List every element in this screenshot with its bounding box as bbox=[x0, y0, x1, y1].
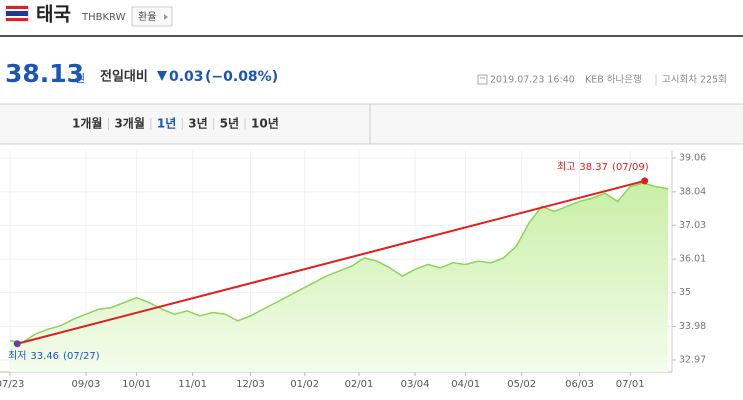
price-unit: 원 bbox=[75, 72, 85, 85]
x-tick-label: 01/02 bbox=[290, 379, 319, 390]
clock-icon bbox=[477, 74, 488, 85]
y-tick-label: 36.01 bbox=[679, 254, 706, 265]
x-tick-label: 05/02 bbox=[507, 379, 536, 390]
high-annotation: 최고 38.37 (07/09) bbox=[557, 161, 649, 173]
x-tick-label: 09/03 bbox=[72, 379, 101, 390]
y-tick-label: 37.03 bbox=[679, 220, 706, 231]
period-tab[interactable]: 3년 bbox=[188, 117, 207, 131]
period-tab[interactable]: 10년 bbox=[251, 117, 279, 131]
change: 0.03 bbox=[169, 69, 204, 85]
low-annotation: 최저 33.46 (07/27) bbox=[8, 350, 100, 362]
quote-source: KEB 하나은행 bbox=[585, 74, 642, 86]
quote-time: 2019.07.23 16:40 bbox=[490, 75, 575, 86]
quote-round: 고시회차 225회 bbox=[662, 74, 727, 86]
trend-line bbox=[16, 179, 645, 345]
x-tick-label: 10/01 bbox=[122, 379, 151, 390]
y-tick-label: 33.98 bbox=[679, 321, 706, 332]
high-point bbox=[641, 177, 649, 185]
x-tick-label: 02/01 bbox=[345, 379, 374, 390]
high-value: 38.37 bbox=[579, 162, 608, 173]
code: THBKRW bbox=[81, 12, 126, 23]
change-pct: (−0.08%) bbox=[205, 69, 278, 85]
high-date: (07/09) bbox=[612, 162, 649, 173]
period-tab[interactable]: 5년 bbox=[220, 117, 239, 131]
low-label: 최저 bbox=[8, 350, 26, 362]
high-label: 최고 bbox=[557, 161, 575, 173]
period-tab[interactable]: 3개월 bbox=[114, 116, 144, 131]
period-tab[interactable]: 1개월 bbox=[72, 116, 102, 131]
x-tick-label: 04/01 bbox=[451, 379, 480, 390]
price: 38.13 bbox=[5, 59, 84, 88]
x-tick-label: 12/03 bbox=[236, 379, 265, 390]
low-date: (07/27) bbox=[63, 351, 100, 362]
line bbox=[9, 182, 669, 344]
x-tick-label: 11/01 bbox=[178, 379, 207, 390]
low-point bbox=[13, 340, 21, 348]
rate-button[interactable]: 환율 bbox=[131, 6, 173, 27]
down-arrow bbox=[157, 71, 167, 81]
y-tick-label: 38.04 bbox=[679, 186, 706, 197]
x-tick-label: 03/04 bbox=[401, 379, 430, 390]
area bbox=[10, 183, 669, 372]
x-tick-label: 06/03 bbox=[565, 379, 594, 390]
y-tick-label: 35 bbox=[679, 287, 691, 298]
tab-bar bbox=[0, 103, 743, 145]
x-tick-label: 07/01 bbox=[616, 379, 645, 390]
x-tick-label: 07/23 bbox=[0, 379, 24, 390]
title: 태국 bbox=[36, 4, 71, 26]
y-tick-label: 32.97 bbox=[679, 355, 706, 366]
rate-button-label[interactable]: 환율 bbox=[138, 11, 156, 23]
divider bbox=[0, 35, 743, 37]
low-value: 33.46 bbox=[30, 351, 59, 362]
flag bbox=[5, 5, 29, 22]
change-label: 전일대비 bbox=[100, 69, 148, 85]
y-tick-label: 39.06 bbox=[679, 153, 706, 164]
period-tab[interactable]: 1년 bbox=[157, 117, 176, 131]
